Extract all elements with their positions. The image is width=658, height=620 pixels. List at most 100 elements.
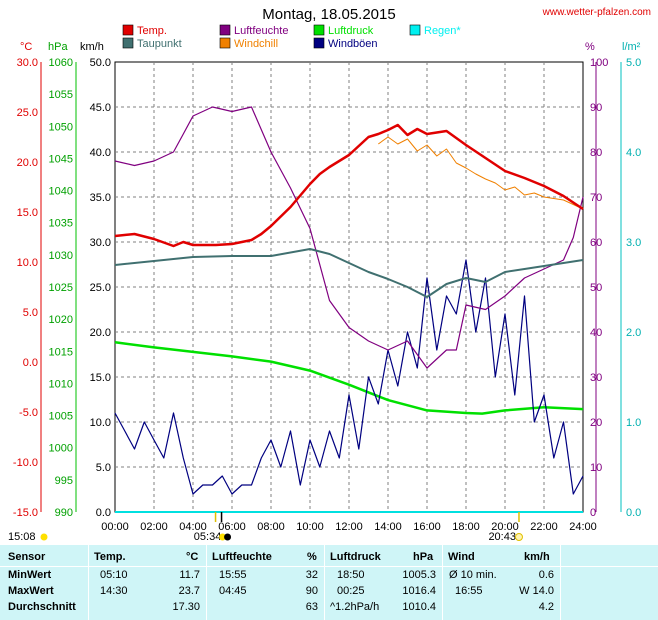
legend-swatch <box>219 37 231 49</box>
row-temp-time: 14:30 <box>100 585 128 597</box>
pressure-tick-label: 995 <box>55 475 73 487</box>
row-press-value: 1005.3 <box>402 569 436 581</box>
wind-tick-label: 20.0 <box>90 327 111 339</box>
pressure-unit-label: hPa <box>48 41 68 53</box>
site-url[interactable]: www.wetter-pfalzen.com <box>542 7 651 18</box>
dusk-time-label: 15:08 <box>8 531 36 543</box>
time-tick-label: 08:00 <box>257 521 285 533</box>
row-wind-value: W 14.0 <box>519 585 554 597</box>
humidity-tick-label: 40 <box>590 327 602 339</box>
temp-tick-label: 0.0 <box>23 357 38 369</box>
legend-swatch <box>122 24 134 36</box>
pressure-tick-label: 1060 <box>49 57 73 69</box>
wind-tick-label: 30.0 <box>90 237 111 249</box>
row-temp-time: 05:10 <box>100 569 128 581</box>
legend-label: Windchill <box>234 38 278 50</box>
humidity-tick-label: 10 <box>590 462 602 474</box>
row-hum-value: 90 <box>305 585 318 597</box>
pressure-tick-label: 1020 <box>49 314 73 326</box>
rain-tick-label: 0.0 <box>626 507 641 519</box>
row-press-time: 00:25 <box>337 585 365 597</box>
time-tick-label: 12:00 <box>335 521 363 533</box>
row-temp-value: 17.30 <box>172 601 200 613</box>
row-temp-value: 23.7 <box>178 585 200 597</box>
sunrise-icon <box>219 533 227 541</box>
series-line-luftdruck <box>114 341 584 415</box>
legend-label: Luftfeuchte <box>234 25 288 37</box>
legend-label: Taupunkt <box>137 38 182 50</box>
row-hum-value: 32 <box>305 569 318 581</box>
sunset-time-label: 20:43 <box>488 531 516 543</box>
temp-tick-label: 25.0 <box>17 107 38 119</box>
row-press-time: 18:50 <box>337 569 365 581</box>
rain-tick-label: 4.0 <box>626 147 641 159</box>
legend-swatch <box>313 24 325 36</box>
row-hum-time: 04:45 <box>219 585 247 597</box>
row-wind-value: 4.2 <box>538 601 554 613</box>
time-tick-label: 06:00 <box>218 521 246 533</box>
weather-chart: °C hPa km/h% l/m² 30.0 25.0 20.0 15.0 10.0 5.0 0.0… <box>8 24 641 543</box>
pressure-tick-label: 1010 <box>49 378 73 390</box>
row-label: Durchschnitt <box>8 601 76 613</box>
pressure-tick-label: 1035 <box>49 218 73 230</box>
row-label: MaxWert <box>8 585 54 597</box>
wind-tick-label: 5.0 <box>96 462 111 474</box>
temp-unit-label: °C <box>20 41 32 53</box>
row-press-value: 1010.4 <box>402 601 436 613</box>
header-humidity-unit: % <box>307 551 317 563</box>
rain-tick-label: 5.0 <box>626 57 641 69</box>
pressure-tick-label: 1045 <box>49 153 73 165</box>
series-line-windben <box>114 259 584 495</box>
rain-unit-label: l/m² <box>622 41 641 53</box>
humidity-tick-label: 100 <box>590 57 608 69</box>
rain-tick-label: 2.0 <box>626 327 641 339</box>
series-line-taupunkt <box>114 248 584 298</box>
legend-label: Windböen <box>328 38 378 50</box>
temp-tick-label: -15.0 <box>13 507 38 519</box>
time-tick-label: 10:00 <box>296 521 324 533</box>
row-press-time: ^1.2hPa/h <box>330 601 380 613</box>
header-humidity: Luftfeuchte <box>212 551 272 563</box>
rain-tick-label: 1.0 <box>626 417 641 429</box>
legend-label: Temp. <box>137 25 167 37</box>
temp-tick-label: -5.0 <box>19 407 38 419</box>
pressure-tick-label: 1005 <box>49 411 73 423</box>
pressure-tick-label: 1055 <box>49 89 73 101</box>
humidity-tick-label: 70 <box>590 192 602 204</box>
pressure-tick-label: 1050 <box>49 121 73 133</box>
row-hum-value: 63 <box>305 601 318 613</box>
time-tick-label: 00:00 <box>101 521 129 533</box>
row-hum-time: 15:55 <box>219 569 247 581</box>
wind-tick-label: 50.0 <box>90 57 111 69</box>
temp-tick-label: 30.0 <box>17 57 38 69</box>
legend-swatch <box>219 24 231 36</box>
wind-tick-label: 45.0 <box>90 102 111 114</box>
temp-tick-label: 10.0 <box>17 257 38 269</box>
pressure-tick-label: 1030 <box>49 250 73 262</box>
dawn-moon-icon <box>224 533 232 541</box>
humidity-tick-label: 60 <box>590 237 602 249</box>
humidity-tick-label: 20 <box>590 417 602 429</box>
wind-unit-label: km/h <box>80 41 104 53</box>
legend-swatch <box>122 37 134 49</box>
wind-tick-label: 25.0 <box>90 282 111 294</box>
sun-icon <box>40 533 48 541</box>
series-line-temp <box>114 123 584 248</box>
rain-tick-label: 3.0 <box>626 237 641 249</box>
time-tick-label: 20:00 <box>491 521 519 533</box>
row-wind-value: 0.6 <box>538 569 554 581</box>
row-wind-time: Ø 10 min. <box>449 569 497 581</box>
time-tick-label: 02:00 <box>140 521 168 533</box>
time-tick-label: 18:00 <box>452 521 480 533</box>
time-tick-label: 24:00 <box>569 521 597 533</box>
header-sensor: Sensor <box>8 551 46 563</box>
temp-tick-label: 20.0 <box>17 157 38 169</box>
pressure-tick-label: 1040 <box>49 186 73 198</box>
stats-table: Sensor Temp. °C Luftfeuchte % Luftdruck … <box>0 545 658 620</box>
temp-tick-label: -10.0 <box>13 457 38 469</box>
row-temp-value: 11.7 <box>179 569 200 581</box>
header-wind-unit: km/h <box>524 551 550 563</box>
time-tick-label: 22:00 <box>530 521 558 533</box>
time-tick-label: 04:00 <box>179 521 207 533</box>
humidity-tick-label: 30 <box>590 372 602 384</box>
